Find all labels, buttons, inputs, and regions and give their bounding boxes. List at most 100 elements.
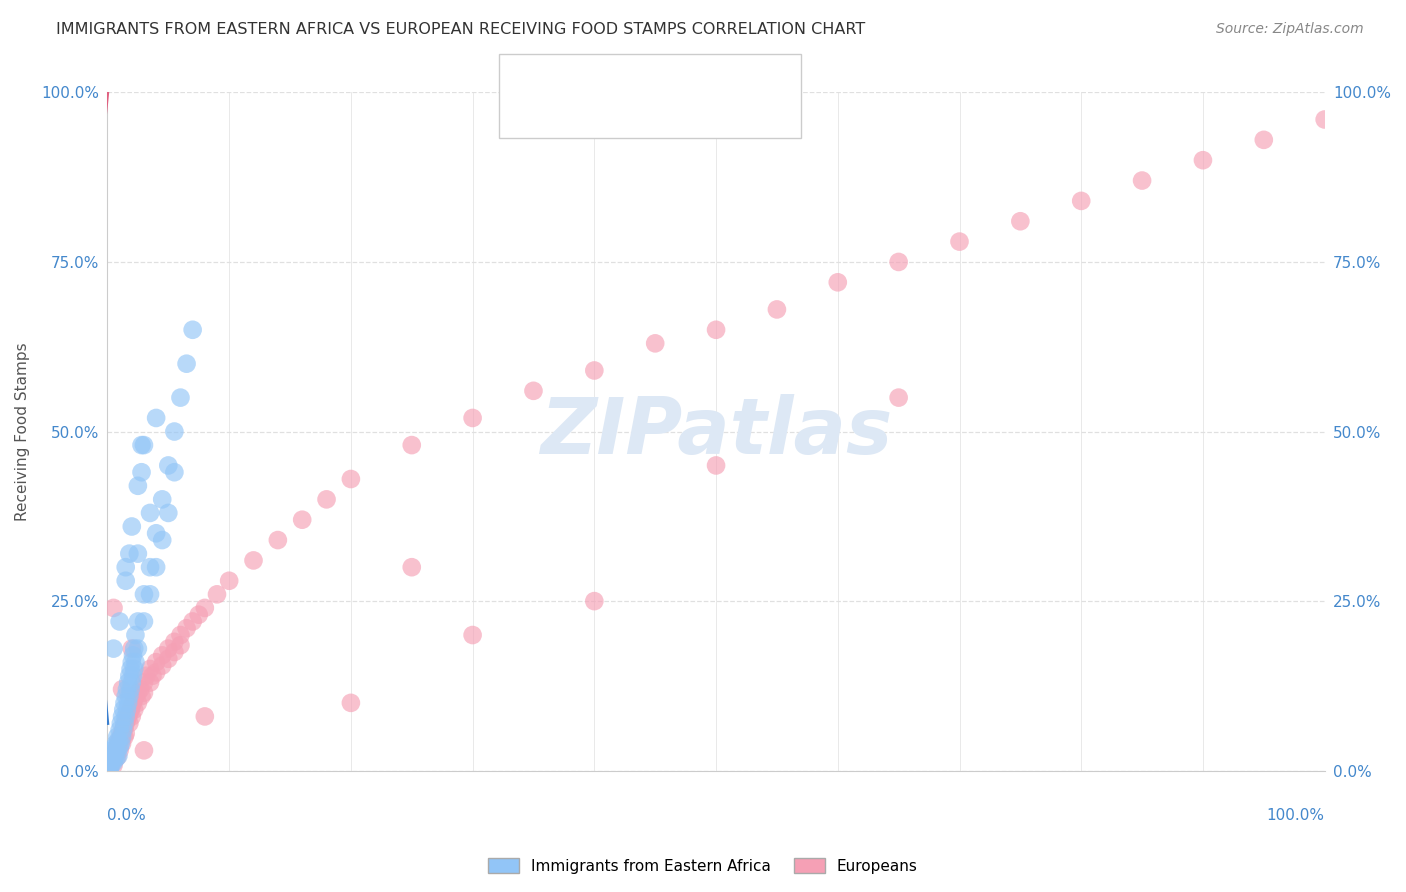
Point [176,357,198,371]
Point [127,479,149,493]
Point [887,255,910,269]
Point [583,363,606,377]
Point [98,756,121,771]
Point [131,465,153,479]
Point [827,275,849,289]
Point [117,675,139,690]
Point [169,638,191,652]
Point [108,733,131,747]
Point [101,754,124,768]
Point [163,645,186,659]
Point [141,669,163,683]
Point [104,737,127,751]
Point [105,743,128,757]
Point [181,615,204,629]
Point [114,560,136,574]
Point [121,699,143,714]
Point [132,743,155,757]
Point [115,682,138,697]
Point [108,739,131,754]
Point [887,391,910,405]
Point [139,675,162,690]
Point [127,547,149,561]
Text: R =  0.693   N = 92: R = 0.693 N = 92 [553,108,714,126]
Point [104,739,127,754]
Point [121,519,143,533]
Point [340,696,363,710]
Point [132,615,155,629]
Point [112,723,135,737]
Point [118,706,141,720]
Point [104,750,127,764]
Text: 100.0%: 100.0% [1267,808,1324,823]
Point [122,696,145,710]
Point [105,739,128,754]
Point [157,652,180,666]
Point [114,709,136,723]
Point [157,458,180,473]
Point [181,323,204,337]
Point [139,506,162,520]
Point [194,601,217,615]
Point [122,648,145,663]
Point [107,733,129,747]
Point [111,726,134,740]
Point [704,323,727,337]
Point [100,750,122,764]
Point [461,628,484,642]
Point [315,492,337,507]
Point [110,716,132,731]
Point [194,709,217,723]
Point [218,574,240,588]
Point [1313,112,1336,127]
Point [103,758,125,772]
Point [187,607,209,622]
Point [121,675,143,690]
Point [122,669,145,683]
Point [267,533,290,547]
Point [104,751,127,765]
Point [122,641,145,656]
Point [163,425,186,439]
Point [121,709,143,723]
Point [108,615,131,629]
Point [127,686,149,700]
Point [124,655,146,669]
Point [766,302,789,317]
Point [114,726,136,740]
Point [157,641,180,656]
Point [98,760,121,774]
Point [139,662,162,676]
Point [169,391,191,405]
Point [132,587,155,601]
Legend: Immigrants from Eastern Africa, Europeans: Immigrants from Eastern Africa, European… [482,852,924,880]
Point [157,506,180,520]
Text: R =  0.718   N = 76: R = 0.718 N = 76 [553,68,714,86]
Point [583,594,606,608]
Point [103,601,125,615]
Point [1010,214,1032,228]
Point [145,655,167,669]
Point [1130,173,1153,187]
Point [120,662,142,676]
Point [127,615,149,629]
Text: 0.0%: 0.0% [107,808,146,823]
Point [112,703,135,717]
Point [114,716,136,731]
Point [97,760,120,774]
Point [101,754,124,768]
Point [100,758,122,772]
Point [948,235,970,249]
Point [145,665,167,680]
Point [98,762,121,776]
Point [107,737,129,751]
Point [150,492,173,507]
Point [1070,194,1092,208]
Point [121,641,143,656]
Point [522,384,544,398]
Point [108,743,131,757]
Point [120,703,142,717]
Point [132,675,155,690]
Point [169,628,191,642]
Point [461,411,484,425]
